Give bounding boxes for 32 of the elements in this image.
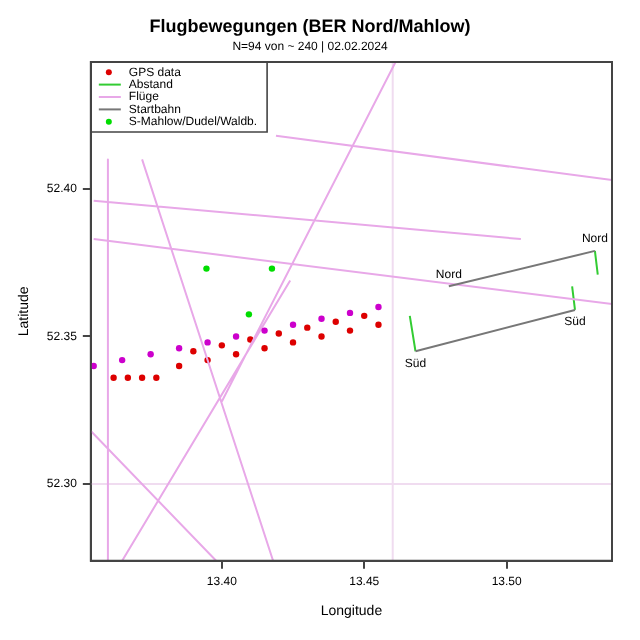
- point: [232, 351, 240, 358]
- point: [153, 374, 160, 382]
- point: [232, 333, 240, 340]
- point: [289, 321, 297, 328]
- point: [361, 312, 368, 320]
- point: [118, 356, 126, 364]
- point: [318, 333, 325, 340]
- point: [332, 318, 339, 325]
- point: [346, 309, 354, 317]
- point: [304, 324, 311, 331]
- point: [268, 265, 276, 272]
- point: [204, 339, 211, 346]
- point: [190, 348, 197, 355]
- point: [375, 321, 382, 328]
- point: [261, 345, 268, 352]
- point: [346, 327, 354, 334]
- point: [218, 342, 226, 349]
- point: [138, 374, 146, 382]
- point: [175, 362, 183, 370]
- point: [124, 374, 132, 382]
- point: [147, 351, 154, 358]
- chart-title: Flugbewegungen (BER Nord/Mahlow): [149, 15, 471, 36]
- point: [175, 345, 183, 352]
- point: [275, 330, 282, 337]
- point: [289, 339, 297, 346]
- point: [245, 311, 253, 318]
- point: [90, 362, 97, 370]
- point: [203, 265, 210, 272]
- point: [318, 315, 325, 322]
- point: [261, 327, 268, 334]
- point: [110, 374, 117, 382]
- point: [375, 303, 382, 311]
